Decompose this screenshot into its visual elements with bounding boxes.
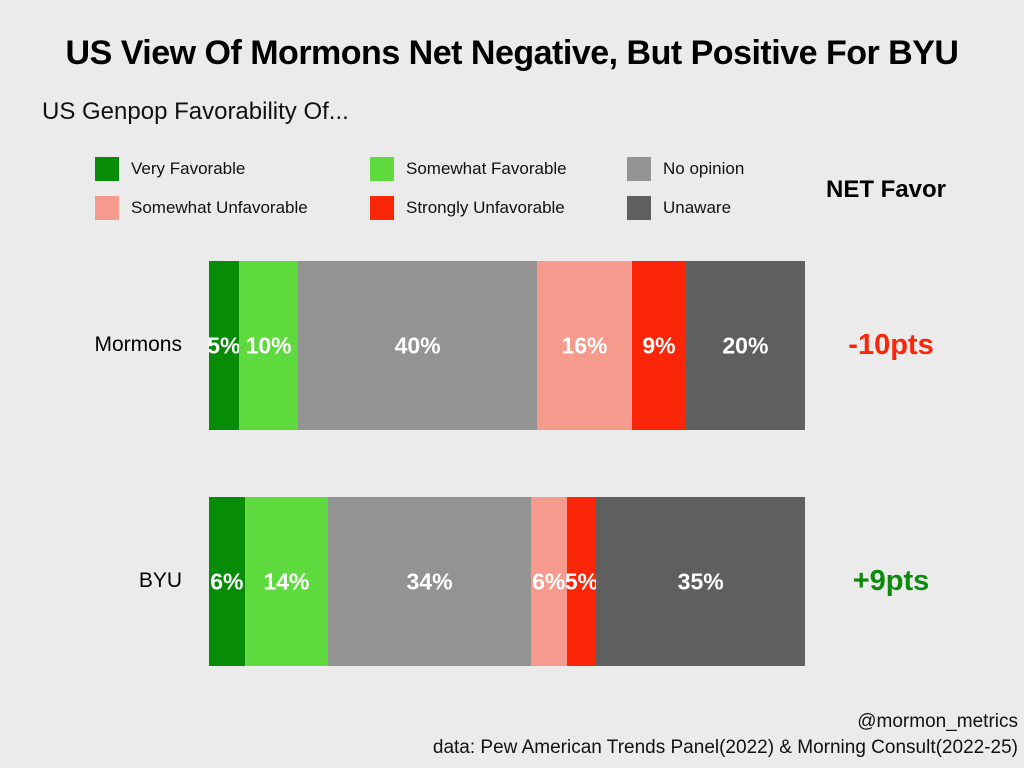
data-label: 5%	[564, 568, 599, 594]
legend-item-somewhat-favorable: Somewhat Favorable	[370, 156, 567, 182]
legend-swatch	[370, 196, 394, 220]
data-label: 9%	[642, 332, 676, 358]
legend-swatch	[95, 157, 119, 181]
legend-label: Strongly Unfavorable	[406, 198, 565, 217]
chart-title: US View Of Mormons Net Negative, But Pos…	[65, 34, 959, 72]
net-favor-header: NET Favor	[826, 176, 947, 203]
legend-label: Somewhat Favorable	[406, 159, 567, 178]
legend-swatch	[95, 196, 119, 220]
credit-handle: @mormon_metrics	[857, 711, 1018, 732]
category-label-byu: BYU	[138, 568, 182, 592]
legend-swatch	[370, 157, 394, 181]
data-label: 14%	[263, 568, 310, 594]
legend-item-somewhat-unfavorable: Somewhat Unfavorable	[95, 195, 308, 221]
bar-segment-strongly-unfavorable	[632, 261, 686, 430]
legend-swatch	[627, 157, 651, 181]
legend-item-very-favorable: Very Favorable	[95, 156, 245, 182]
legend-label: Somewhat Unfavorable	[131, 198, 308, 217]
data-label: 6%	[532, 568, 566, 594]
legend-item-unaware: Unaware	[627, 195, 731, 221]
data-label: 6%	[210, 568, 244, 594]
legend-swatch	[627, 196, 651, 220]
bar-segment-unaware	[596, 497, 805, 666]
bar-segment-no-opinion	[328, 497, 531, 666]
bar-segment-no-opinion	[298, 261, 537, 430]
bar-segment-very-favorable	[209, 497, 245, 666]
data-label: 35%	[677, 568, 724, 594]
bar-segment-somewhat-unfavorable	[530, 497, 567, 666]
bar-segment-somewhat-unfavorable	[536, 261, 633, 430]
data-label: 34%	[406, 568, 453, 594]
data-label: 40%	[394, 332, 441, 358]
bar-segment-somewhat-favorable	[244, 497, 329, 666]
bar-byu: 6% 14% 34% 6% 5% 35%	[209, 497, 805, 666]
bar-segment-very-favorable	[209, 261, 239, 430]
data-label: 20%	[722, 332, 769, 358]
credit-source: data: Pew American Trends Panel(2022) & …	[432, 737, 1018, 758]
legend-item-strongly-unfavorable: Strongly Unfavorable	[370, 195, 565, 221]
chart-subtitle: US Genpop Favorability Of...	[42, 98, 349, 125]
bar-mormons: 5% 10% 40% 16% 9% 20%	[207, 261, 805, 430]
legend-item-no-opinion: No opinion	[627, 156, 744, 182]
legend-label: Very Favorable	[131, 159, 246, 178]
bar-segment-somewhat-favorable	[238, 261, 299, 430]
net-favor-value-byu: +9pts	[852, 564, 930, 597]
category-label-mormons: Mormons	[94, 332, 182, 356]
bar-segment-unaware	[685, 261, 805, 430]
legend-label: Unaware	[663, 198, 732, 217]
data-label: 5%	[207, 332, 241, 358]
data-label: 10%	[245, 332, 292, 358]
data-label: 16%	[561, 332, 608, 358]
bar-segment-strongly-unfavorable	[566, 497, 597, 666]
net-favor-value-mormons: -10pts	[848, 328, 934, 361]
legend-label: No opinion	[663, 159, 745, 178]
